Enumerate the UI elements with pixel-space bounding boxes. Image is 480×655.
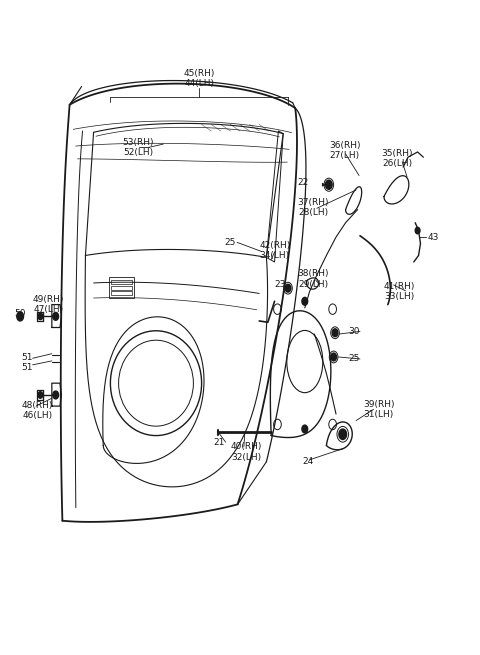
Circle shape [53, 391, 59, 399]
Text: 25: 25 [225, 238, 236, 247]
Circle shape [415, 227, 420, 234]
Bar [111, 280, 132, 284]
Text: 51
51: 51 51 [22, 352, 33, 372]
Circle shape [325, 180, 332, 189]
Text: 40(RH)
32(LH): 40(RH) 32(LH) [230, 442, 262, 462]
Text: 43: 43 [427, 233, 439, 242]
Text: 45(RH)
44(LH): 45(RH) 44(LH) [183, 69, 215, 88]
Text: 23: 23 [274, 280, 286, 290]
Circle shape [285, 284, 291, 292]
Text: 30: 30 [348, 327, 360, 336]
Bar [111, 291, 132, 295]
Text: 24: 24 [302, 457, 313, 466]
Text: 37(RH)
28(LH): 37(RH) 28(LH) [298, 198, 329, 217]
Circle shape [38, 313, 43, 320]
Text: 25: 25 [348, 354, 360, 364]
Circle shape [53, 312, 59, 320]
Text: 49(RH)
47(LH): 49(RH) 47(LH) [33, 295, 64, 314]
Text: 53(RH)
52(LH): 53(RH) 52(LH) [122, 138, 154, 157]
Text: 35(RH)
26(LH): 35(RH) 26(LH) [382, 149, 413, 168]
Text: 42(RH)
34(LH): 42(RH) 34(LH) [259, 240, 290, 260]
Text: 50: 50 [14, 309, 26, 318]
Circle shape [331, 353, 336, 361]
Circle shape [17, 312, 24, 321]
Circle shape [302, 425, 308, 433]
Text: 36(RH)
27(LH): 36(RH) 27(LH) [329, 141, 360, 160]
Circle shape [38, 392, 43, 398]
Bar [111, 286, 132, 290]
Text: 48(RH)
46(LH): 48(RH) 46(LH) [22, 401, 53, 421]
Circle shape [302, 297, 308, 305]
Circle shape [339, 429, 347, 440]
Text: 38(RH)
29(LH): 38(RH) 29(LH) [298, 269, 329, 289]
Bar [109, 277, 134, 298]
Text: 39(RH)
31(LH): 39(RH) 31(LH) [363, 400, 395, 419]
Text: 22: 22 [298, 178, 309, 187]
Text: 41(RH)
33(LH): 41(RH) 33(LH) [384, 282, 415, 301]
Circle shape [332, 329, 338, 337]
Text: 21: 21 [213, 438, 225, 447]
